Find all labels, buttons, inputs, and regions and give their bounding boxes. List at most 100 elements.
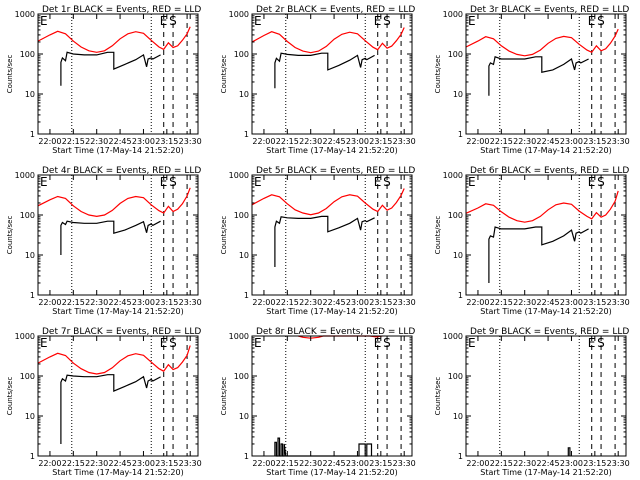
marker-label-s: S [383, 14, 391, 28]
panel-title: Det 3r BLACK = Events, RED = LLD [470, 5, 629, 15]
series-events-line [60, 51, 161, 86]
y-tick-label: 100 [234, 50, 249, 59]
series-events-line [274, 215, 375, 267]
marker-label-e: E [374, 14, 382, 28]
x-tick-label: 22:30 [85, 459, 108, 468]
y-tick-label: 1000 [15, 332, 35, 341]
series-events-line [488, 56, 589, 96]
x-tick-label: 22:45 [323, 137, 346, 146]
x-tick-label: 23:00 [346, 298, 369, 307]
y-axis-label: Counts/sec [434, 216, 442, 255]
y-tick-label: 1 [30, 291, 35, 300]
marker-label-e: E [374, 175, 382, 189]
y-tick-label: 1 [458, 291, 463, 300]
y-tick-label: 10 [25, 251, 35, 260]
marker-label-e: E [160, 336, 168, 350]
marker-label-s: S [169, 14, 177, 28]
series-lld-line [298, 335, 383, 339]
y-axis-label: Counts/sec [434, 55, 442, 94]
axes-frame [465, 174, 627, 296]
x-tick-label: 23:15 [155, 137, 178, 146]
series-lld-line [37, 187, 191, 218]
x-tick-label: 23:30 [393, 298, 416, 307]
x-tick-label: 22:00 [466, 459, 489, 468]
marker-label-e: E [468, 336, 476, 350]
x-tick-label: 22:15 [276, 459, 299, 468]
y-axis-label: Counts/sec [6, 216, 14, 255]
x-tick-label: 22:30 [85, 137, 108, 146]
x-tick-label: 22:00 [38, 137, 61, 146]
marker-label-e: E [374, 336, 382, 350]
y-axis-label: Counts/sec [6, 55, 14, 94]
marker-label-e: E [40, 14, 48, 28]
y-tick-label: 1 [244, 452, 249, 461]
x-tick-label: 22:45 [537, 459, 560, 468]
y-tick-label: 1000 [443, 171, 463, 180]
x-tick-label: 23:15 [369, 137, 392, 146]
y-axis-label: Counts/sec [220, 216, 228, 255]
y-tick-label: 1000 [229, 10, 249, 19]
x-tick-label: 22:15 [62, 459, 85, 468]
y-tick-label: 10 [239, 412, 249, 421]
y-tick-label: 1 [244, 130, 249, 139]
axes-frame [465, 13, 627, 135]
series-lld-line [37, 26, 191, 53]
x-axis-label: Start Time (17-May-14 21:52:20) [480, 468, 611, 477]
marker-label-e: E [254, 14, 262, 28]
axes-frame [251, 174, 413, 296]
y-tick-label: 10 [453, 90, 463, 99]
panel-title: Det 1r BLACK = Events, RED = LLD [42, 5, 201, 15]
x-tick-label: 22:00 [252, 298, 275, 307]
x-tick-label: 22:45 [323, 298, 346, 307]
x-tick-label: 22:15 [490, 298, 513, 307]
x-tick-label: 23:00 [346, 459, 369, 468]
y-tick-label: 1000 [15, 10, 35, 19]
series-events-line [60, 374, 161, 444]
x-tick-label: 23:30 [179, 298, 202, 307]
x-axis-label: Start Time (17-May-14 21:52:20) [480, 307, 611, 316]
marker-label-s: S [597, 175, 605, 189]
x-tick-label: 23:15 [369, 298, 392, 307]
x-tick-label: 22:30 [513, 137, 536, 146]
series-lld-line [37, 345, 191, 375]
x-tick-label: 23:30 [607, 459, 630, 468]
x-tick-label: 22:15 [490, 137, 513, 146]
x-tick-label: 23:15 [155, 298, 178, 307]
y-tick-label: 1 [30, 452, 35, 461]
marker-label-s: S [383, 336, 391, 350]
marker-label-e: E [40, 175, 48, 189]
x-tick-label: 22:00 [252, 459, 275, 468]
series-lld-line [251, 188, 405, 216]
y-tick-label: 1000 [15, 171, 35, 180]
x-axis-label: Start Time (17-May-14 21:52:20) [266, 307, 397, 316]
axes-frame [37, 174, 199, 296]
axes-frame [465, 335, 627, 457]
x-tick-label: 22:00 [252, 137, 275, 146]
x-tick-label: 23:00 [560, 137, 583, 146]
marker-label-e: E [160, 175, 168, 189]
x-tick-label: 22:30 [513, 298, 536, 307]
x-axis-label: Start Time (17-May-14 21:52:20) [266, 146, 397, 155]
y-tick-label: 100 [448, 372, 463, 381]
marker-label-e: E [588, 336, 596, 350]
series-events-line [60, 220, 161, 255]
series-lld-line [251, 27, 405, 54]
x-axis-label: Start Time (17-May-14 21:52:20) [52, 307, 183, 316]
y-axis-label: Counts/sec [220, 377, 228, 416]
y-axis-label: Counts/sec [6, 377, 14, 416]
axes-frame [251, 335, 413, 457]
x-tick-label: 23:15 [369, 459, 392, 468]
x-tick-label: 23:30 [179, 137, 202, 146]
x-tick-label: 22:45 [323, 459, 346, 468]
panel-title: Det 9r BLACK = Events, RED = LLD [470, 327, 629, 337]
marker-label-e: E [254, 175, 262, 189]
x-tick-label: 22:30 [299, 298, 322, 307]
